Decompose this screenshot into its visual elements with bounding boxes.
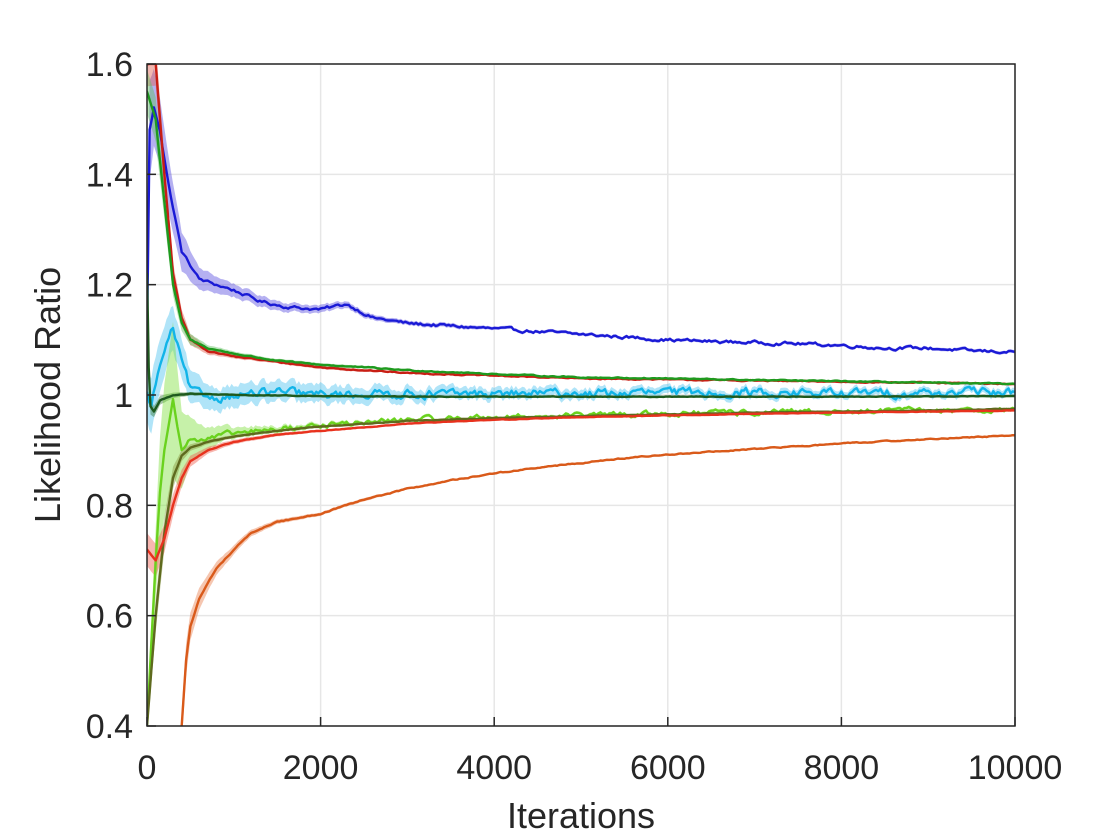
series-line-blue xyxy=(147,106,1015,355)
series-line-cyan xyxy=(147,326,1015,408)
x-tick-label: 4000 xyxy=(456,749,532,787)
band-cyan xyxy=(147,306,1015,434)
series-lines xyxy=(147,64,1015,726)
y-tick-label: 0.6 xyxy=(86,598,133,636)
y-tick-label: 1.2 xyxy=(86,267,133,305)
x-axis-ticks: 0 2000 4000 6000 8000 10000 xyxy=(138,717,1063,787)
x-tick-label: 6000 xyxy=(630,749,706,787)
series-line-orange xyxy=(180,434,1015,726)
y-tick-label: 0.4 xyxy=(86,708,133,746)
y-tick-label: 1 xyxy=(114,377,133,415)
x-tick-label: 0 xyxy=(138,749,157,787)
x-tick-label: 10000 xyxy=(968,749,1063,787)
x-tick-label: 8000 xyxy=(804,749,880,787)
y-tick-label: 1.4 xyxy=(86,156,133,194)
y-tick-label: 0.8 xyxy=(86,487,133,525)
series-line-green-upper xyxy=(147,90,1015,386)
x-tick-label: 2000 xyxy=(283,749,359,787)
y-tick-label: 1.6 xyxy=(86,46,133,84)
series-line-red-lower xyxy=(147,409,1015,562)
y-axis-ticks: 0.4 0.6 0.8 1 1.2 1.4 1.6 xyxy=(86,46,156,746)
y-axis-title: Likelihood Ratio xyxy=(27,267,68,523)
series-line-dark-green xyxy=(147,272,1015,413)
x-axis-title: Iterations xyxy=(507,795,655,836)
